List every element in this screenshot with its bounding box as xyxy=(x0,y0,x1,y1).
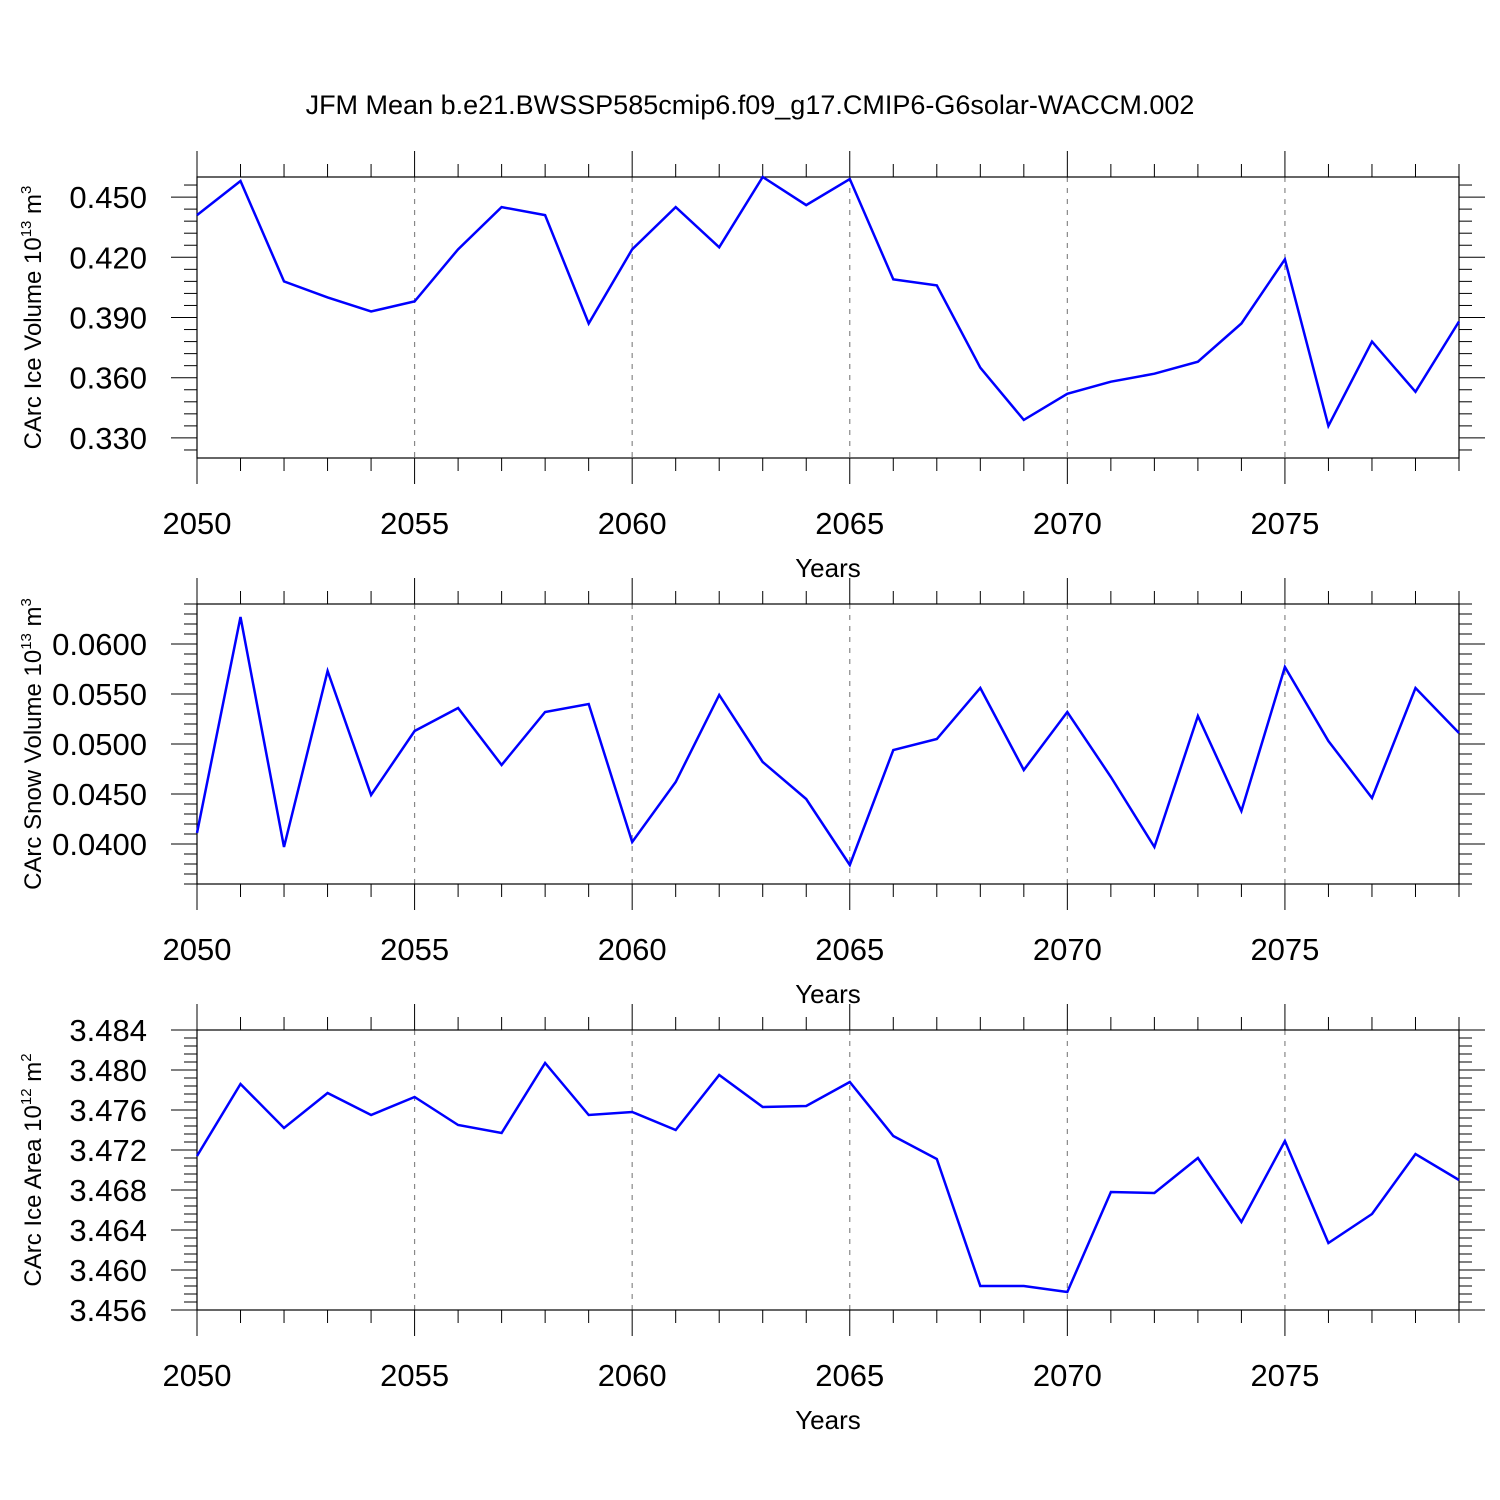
x-tick-label: 2070 xyxy=(1033,1358,1102,1393)
y-tick-label: 0.330 xyxy=(69,421,147,456)
x-tick-label: 2065 xyxy=(815,506,884,541)
x-tick-label: 2050 xyxy=(163,1358,232,1393)
chart-title: JFM Mean b.e21.BWSSP585cmip6.f09_g17.CMI… xyxy=(306,90,1195,120)
x-tick-label: 2065 xyxy=(815,932,884,967)
y-tick-label: 3.460 xyxy=(69,1253,147,1288)
x-axis-label: Years xyxy=(795,553,861,583)
x-tick-label: 2075 xyxy=(1250,506,1319,541)
y-axis-label: CArc Ice Volume 1013 m3 xyxy=(18,186,47,450)
y-tick-label: 0.0500 xyxy=(52,727,147,762)
y-tick-label: 3.456 xyxy=(69,1293,147,1328)
y-axis-label: CArc Ice Area 1012 m2 xyxy=(18,1053,47,1286)
y-tick-label: 3.480 xyxy=(69,1053,147,1088)
y-tick-label: 0.420 xyxy=(69,240,147,275)
x-tick-label: 2070 xyxy=(1033,932,1102,967)
plot-frame xyxy=(196,1029,1460,1311)
x-axis-label: Years xyxy=(795,1405,861,1435)
x-tick-label: 2055 xyxy=(380,506,449,541)
x-tick-label: 2055 xyxy=(380,932,449,967)
y-tick-label: 0.0400 xyxy=(52,827,147,862)
x-tick-label: 2060 xyxy=(598,506,667,541)
x-tick-label: 2075 xyxy=(1250,932,1319,967)
y-tick-label: 0.450 xyxy=(69,180,147,215)
panels: 0.330 0.360 0.390 0.420 0.450 2050 2055 2060 206… xyxy=(18,151,1485,1435)
series-line xyxy=(196,175,1461,430)
panel-2: 0.0400 0.0450 0.0500 0.0550 0.0600 2050 2055 20… xyxy=(18,578,1485,1009)
y-axis-label: CArc Snow Volume 1013 m3 xyxy=(18,598,47,890)
x-axis-label: Years xyxy=(795,979,861,1009)
y-tick-label: 0.0450 xyxy=(52,777,147,812)
x-tick-label: 2065 xyxy=(815,1358,884,1393)
x-tick-label: 2060 xyxy=(598,932,667,967)
x-tick-label: 2075 xyxy=(1250,1358,1319,1393)
y-tick-label: 3.472 xyxy=(69,1133,147,1168)
y-tick-label: 0.0550 xyxy=(52,677,147,712)
y-tick-label: 0.360 xyxy=(69,361,147,396)
y-tick-label: 0.0600 xyxy=(52,627,147,662)
panel-3: 3.456 3.460 3.464 3.468 3.472 3.476 3.480 3.484… xyxy=(18,1004,1485,1435)
y-tick-label: 0.390 xyxy=(69,301,147,336)
plot-frame xyxy=(196,603,1460,885)
panel-1: 0.330 0.360 0.390 0.420 0.450 2050 2055 2060 206… xyxy=(18,151,1485,583)
series-line xyxy=(195,1060,1460,1294)
x-tick-label: 2050 xyxy=(163,506,232,541)
x-tick-label: 2055 xyxy=(380,1358,449,1393)
y-tick-label: 3.476 xyxy=(69,1093,147,1128)
y-tick-label: 3.468 xyxy=(69,1173,147,1208)
series-line xyxy=(195,616,1460,868)
x-tick-label: 2070 xyxy=(1033,506,1102,541)
plot-frame xyxy=(196,176,1460,459)
x-tick-label: 2050 xyxy=(163,932,232,967)
y-tick-label: 3.484 xyxy=(69,1013,147,1048)
x-tick-label: 2060 xyxy=(598,1358,667,1393)
y-tick-label: 3.464 xyxy=(69,1213,147,1248)
